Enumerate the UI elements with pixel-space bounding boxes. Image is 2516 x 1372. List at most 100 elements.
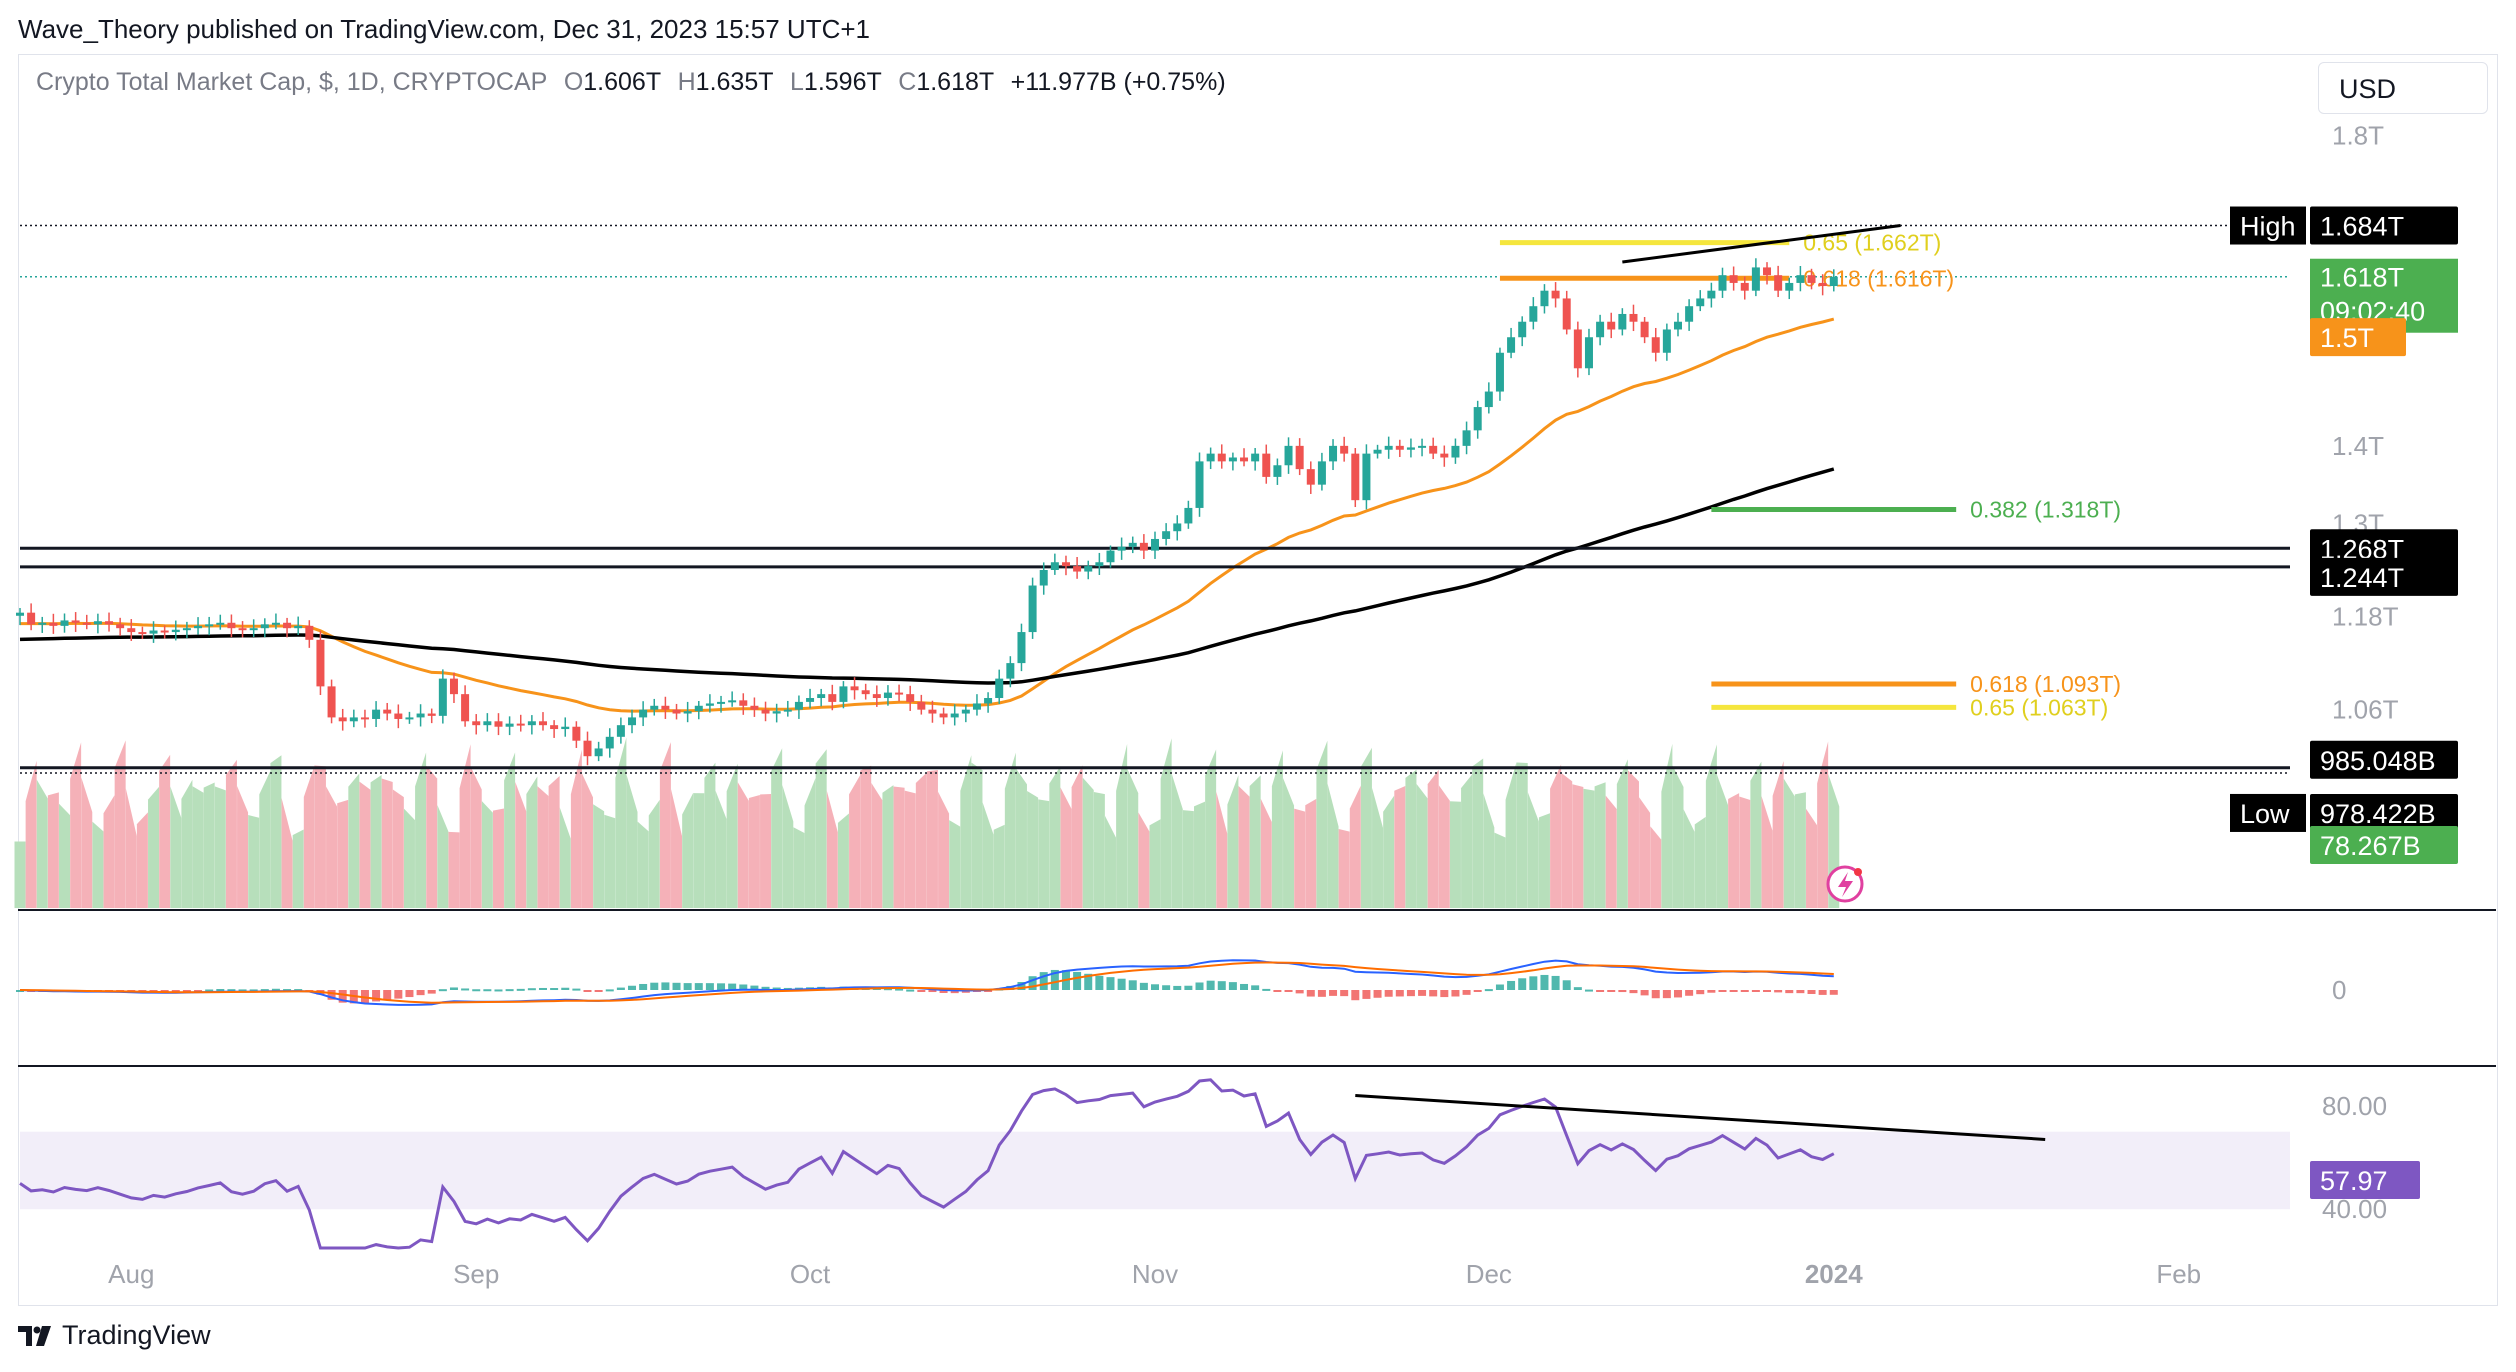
volume-bar [14,841,26,908]
volume-bar [1372,787,1384,908]
candle-body [1306,469,1315,485]
macd-histogram-bar [1774,990,1783,993]
volume-bar [1750,761,1762,908]
candle-body [1540,290,1549,307]
candle-body [650,705,659,710]
resistance-trendline [1622,224,1901,264]
candle-body [1262,453,1271,477]
volume-bar [314,765,326,908]
candle-body [1206,453,1215,462]
candle-body [1429,445,1438,454]
volume-bar [125,788,137,908]
volume-bar [1527,792,1539,908]
macd-histogram-bar [1351,990,1360,1001]
ema-50-line [20,317,1835,713]
candle-body [372,709,381,719]
volume-bar [437,805,449,908]
macd-histogram-bar [1240,983,1249,990]
macd-histogram-bar [605,989,614,992]
level-tag-bg [2230,793,2306,832]
candle-body [16,612,24,616]
candle-body [1117,546,1126,551]
volume-bar [1806,808,1818,908]
candle-body [605,736,614,749]
volume-bar [982,802,994,908]
macd-histogram-bar [1540,974,1549,990]
candle-body [1818,282,1827,287]
macd-histogram-bar [505,989,514,992]
fib-label: 0.65 (1.662T) [1803,230,1941,256]
volume-bar [704,762,716,908]
candle-body [1796,275,1805,283]
macd-histogram-bar [1696,990,1705,995]
volume-bar [103,795,115,908]
volume-bar [170,786,182,908]
volume-bar [882,785,894,908]
macd-histogram-bar [1629,990,1638,994]
macd-histogram-bar [1384,990,1393,997]
volume-bar [1160,738,1172,908]
currency-selector[interactable]: USD [2318,62,2488,114]
candle-body [1139,542,1148,551]
candle-body [661,705,670,710]
candle-body [950,713,959,718]
tradingview-logo[interactable]: TradingView [18,1320,211,1351]
candle-body [1673,321,1682,330]
candle-body [171,629,180,633]
volume-bar [403,808,415,908]
macd-histogram-bar [1573,987,1582,990]
macd-histogram-bar [194,990,203,992]
volume-bar [248,815,260,908]
macd-histogram-bar [1584,989,1593,992]
level-tag: Low [2240,799,2290,829]
candle-body [1584,337,1593,369]
alert-icon[interactable] [1826,865,1864,903]
macd-histogram-bar [416,990,425,996]
candle-body [27,612,36,625]
volume-bar [671,789,683,908]
candle-body [205,624,214,627]
volume-bar [159,754,171,908]
candle-body [1640,321,1649,338]
volume-bar [292,829,304,908]
volume-bar [726,763,738,908]
high-value: 1.635T [695,68,774,96]
macd-histogram-bar [1462,990,1471,995]
macd-histogram-bar [906,989,915,992]
candle-body [995,678,1004,699]
high-label: H [677,68,696,96]
macd-histogram-bar [1529,976,1538,990]
macd-histogram-bar [1295,990,1304,994]
volume-bar [326,786,338,908]
macd-histogram-bar [683,983,692,990]
macd-histogram-bar [761,986,770,990]
macd-histogram-bar [1662,990,1671,999]
candle-body [1785,282,1794,291]
macd-histogram-bar [1495,984,1504,990]
volume-bar [1093,792,1105,908]
candle-body [1607,321,1616,330]
x-tick-label: Aug [108,1259,154,1289]
candle-body [1240,457,1249,462]
volume-bar [415,752,427,908]
volume-bar [1728,793,1740,908]
volume-bar [960,755,972,908]
volume-bar [559,807,571,908]
macd-histogram-bar [527,988,536,991]
macd-histogram-bar [483,989,492,992]
symbol-name[interactable]: Crypto Total Market Cap, $, 1D, CRYPTOCA… [36,68,547,96]
macd-histogram-bar [883,988,892,991]
candle-body [1484,391,1493,408]
volume-bar [815,749,827,908]
macd-histogram-bar [550,988,559,991]
candle-body [238,628,247,631]
candle-body [1017,632,1026,664]
x-tick-label: 2024 [1805,1259,1863,1289]
volume-bar [1049,766,1061,908]
volume-bar [36,779,48,908]
macd-histogram-bar [739,984,748,990]
volume-bar [949,820,961,908]
volume-bar [481,801,493,908]
candle-body [750,705,759,710]
